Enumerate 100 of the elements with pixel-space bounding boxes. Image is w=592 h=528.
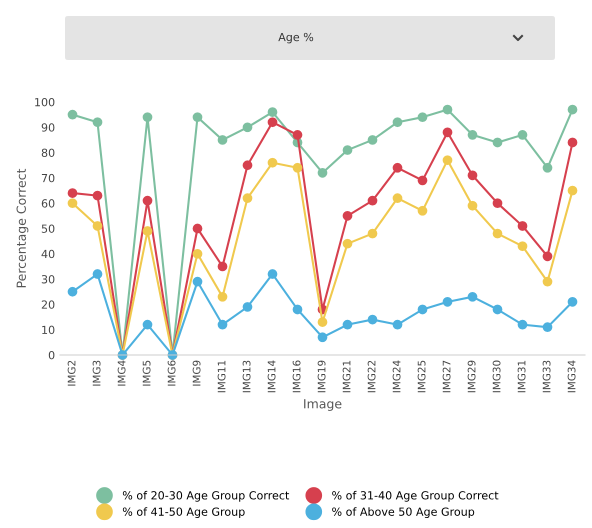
legend-label: % of 20-30 Age Group Correct bbox=[122, 490, 290, 502]
x-tick-label: IMG13 bbox=[242, 360, 251, 392]
point bbox=[518, 241, 528, 252]
point bbox=[68, 188, 78, 198]
point bbox=[192, 276, 202, 286]
x-tick-label: IMG24 bbox=[392, 360, 401, 392]
point bbox=[268, 269, 278, 279]
x-tick-label: IMG11 bbox=[218, 360, 226, 392]
point bbox=[268, 107, 278, 117]
point bbox=[218, 292, 228, 302]
point bbox=[268, 117, 278, 128]
x-tick-label: IMG9 bbox=[192, 360, 201, 386]
point bbox=[392, 193, 402, 203]
legend-label: % of 41-50 Age Group bbox=[122, 507, 245, 518]
point bbox=[68, 110, 78, 120]
point bbox=[342, 238, 352, 249]
point bbox=[292, 304, 302, 314]
point bbox=[142, 196, 152, 206]
y-tick-label: 0 bbox=[48, 350, 54, 360]
point bbox=[418, 206, 428, 216]
point bbox=[442, 128, 452, 138]
point bbox=[342, 145, 352, 155]
y-tick-label: 30 bbox=[42, 275, 54, 284]
point bbox=[368, 196, 378, 206]
point bbox=[142, 320, 152, 330]
point bbox=[368, 314, 378, 324]
x-tick-label: IMG14 bbox=[268, 360, 276, 392]
point bbox=[392, 162, 402, 173]
x-tick-label: IMG5 bbox=[142, 360, 151, 386]
y-tick-label: 100 bbox=[35, 98, 54, 106]
point bbox=[242, 193, 252, 203]
x-tick-label: IMG33 bbox=[542, 360, 551, 392]
point bbox=[542, 322, 552, 332]
point bbox=[342, 210, 352, 221]
point bbox=[342, 320, 352, 330]
point bbox=[368, 228, 378, 238]
point bbox=[418, 112, 428, 122]
legend-label: % of Above 50 Age Group bbox=[332, 507, 474, 518]
x-tick-label: IMG21 bbox=[342, 360, 351, 392]
point bbox=[242, 122, 252, 132]
chart-title: Age % bbox=[278, 32, 314, 44]
point bbox=[292, 162, 302, 173]
point bbox=[568, 104, 578, 114]
x-tick-label: IMG27 bbox=[442, 360, 451, 392]
x-tick-label: IMG16 bbox=[292, 360, 301, 392]
point bbox=[242, 302, 252, 312]
point bbox=[318, 168, 328, 178]
point bbox=[392, 320, 402, 330]
x-tick-label: IMG3 bbox=[92, 360, 101, 386]
point bbox=[318, 332, 328, 342]
point bbox=[192, 112, 202, 122]
point bbox=[292, 130, 302, 140]
point bbox=[192, 224, 202, 234]
point bbox=[392, 117, 402, 128]
point bbox=[442, 155, 452, 166]
x-tick-label: IMG22 bbox=[368, 360, 376, 392]
point bbox=[218, 262, 228, 272]
y-tick-label: 20 bbox=[42, 300, 54, 309]
point bbox=[568, 297, 578, 307]
point bbox=[492, 228, 502, 238]
point bbox=[442, 104, 452, 114]
x-tick-label: IMG30 bbox=[492, 360, 501, 392]
x-tick-label: IMG19 bbox=[318, 360, 326, 392]
y-axis-title: Percentage Correct bbox=[16, 168, 28, 288]
point bbox=[418, 176, 428, 186]
y-tick-label: 80 bbox=[42, 148, 54, 157]
y-tick-label: 10 bbox=[42, 326, 54, 334]
y-tick-label: 70 bbox=[42, 174, 54, 182]
point bbox=[92, 269, 102, 279]
point bbox=[542, 276, 552, 286]
y-tick-label: 50 bbox=[42, 224, 54, 233]
point bbox=[68, 286, 78, 297]
point bbox=[568, 186, 578, 196]
point bbox=[242, 160, 252, 170]
point bbox=[218, 135, 228, 145]
point bbox=[518, 320, 528, 330]
point bbox=[68, 198, 78, 208]
point bbox=[492, 138, 502, 148]
point bbox=[442, 297, 452, 307]
point bbox=[192, 248, 202, 259]
x-tick-label: IMG29 bbox=[468, 360, 476, 392]
x-tick-label: IMG31 bbox=[518, 360, 526, 392]
point bbox=[568, 138, 578, 148]
point bbox=[92, 117, 102, 128]
point bbox=[492, 198, 502, 208]
point bbox=[468, 130, 478, 140]
point bbox=[542, 251, 552, 262]
point bbox=[218, 320, 228, 330]
y-tick-label: 40 bbox=[42, 250, 54, 258]
y-tick-label: 90 bbox=[42, 123, 54, 132]
point bbox=[268, 158, 278, 168]
legend-label: % of 31-40 Age Group Correct bbox=[332, 490, 498, 502]
x-tick-label: IMG4 bbox=[118, 360, 126, 386]
point bbox=[468, 200, 478, 211]
point bbox=[518, 130, 528, 140]
point bbox=[142, 226, 152, 236]
point bbox=[542, 162, 552, 173]
x-tick-label: IMG2 bbox=[68, 360, 76, 386]
x-axis-title: Image bbox=[304, 399, 342, 411]
point bbox=[142, 112, 152, 122]
